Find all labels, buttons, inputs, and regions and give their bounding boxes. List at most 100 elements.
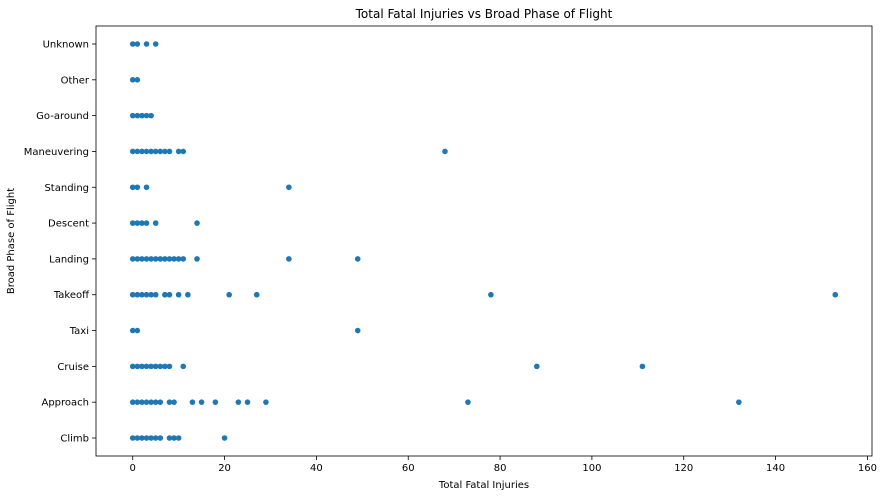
y-tick-label: Maneuvering (24, 147, 89, 158)
data-point (143, 399, 150, 405)
data-point (175, 291, 182, 298)
data-point (152, 435, 159, 441)
data-point (129, 327, 136, 334)
data-point (263, 399, 269, 405)
data-point (129, 435, 136, 441)
data-point (152, 41, 159, 47)
data-point (639, 363, 646, 370)
data-point (180, 148, 187, 155)
data-point (152, 256, 159, 262)
data-point (129, 256, 136, 262)
data-point (134, 184, 141, 191)
data-point (194, 256, 200, 262)
data-point (129, 363, 136, 370)
data-point (134, 435, 141, 441)
chart-title: Total Fatal Injuries vs Broad Phase of F… (355, 7, 613, 21)
y-tick-label: Go-around (36, 111, 89, 122)
data-point (129, 112, 136, 119)
data-point (171, 256, 177, 262)
data-point (166, 291, 173, 298)
data-point (226, 291, 232, 298)
data-point (166, 435, 173, 441)
data-point (194, 220, 200, 226)
data-point (244, 399, 251, 405)
data-point (157, 363, 164, 370)
data-point (139, 256, 145, 262)
data-point (143, 41, 150, 47)
data-point (134, 399, 141, 405)
data-point (157, 148, 164, 155)
data-point (175, 148, 182, 155)
y-tick-label: Descent (48, 219, 89, 230)
data-point (134, 327, 141, 334)
data-point (148, 112, 154, 119)
y-tick-label: Takeoff (53, 290, 90, 301)
data-point (152, 291, 159, 298)
data-point (143, 291, 150, 298)
data-point (157, 435, 164, 441)
data-point (129, 148, 136, 155)
x-tick-label: 60 (402, 463, 415, 474)
data-point (152, 220, 159, 226)
data-point (129, 77, 136, 83)
data-point (180, 256, 187, 262)
data-point (134, 77, 141, 83)
data-point (134, 41, 141, 47)
data-point (162, 256, 168, 262)
data-point (488, 291, 494, 298)
data-point (534, 363, 540, 370)
data-point (175, 256, 182, 262)
data-point (129, 399, 136, 405)
data-point (354, 256, 361, 262)
x-tick-label: 120 (674, 463, 693, 474)
data-point (235, 399, 242, 405)
data-point (143, 112, 150, 119)
data-point (152, 363, 159, 370)
y-tick-label: Climb (60, 434, 89, 445)
data-point (253, 291, 260, 298)
data-point (162, 291, 168, 298)
x-tick-label: 20 (218, 463, 231, 474)
data-point (143, 363, 150, 370)
x-tick-label: 40 (310, 463, 323, 474)
data-point (143, 148, 150, 155)
data-point (157, 399, 164, 405)
data-point (166, 363, 173, 370)
data-point (139, 399, 145, 405)
data-point (139, 148, 145, 155)
data-point (129, 291, 136, 298)
plot-area: 0 20 40 60 80 100 120 140 160 Climb Approach Cruise… (24, 40, 877, 475)
x-tick-label: 0 (130, 463, 136, 474)
data-point (185, 291, 191, 298)
y-tick-label: Standing (44, 183, 89, 194)
data-point (143, 220, 150, 226)
data-point (139, 291, 145, 298)
data-point (134, 220, 141, 226)
y-tick-label: Other (61, 75, 90, 86)
data-point (162, 148, 168, 155)
data-point (148, 291, 154, 298)
data-point (143, 435, 150, 441)
data-point (129, 41, 136, 47)
data-point (175, 435, 182, 441)
data-point (134, 363, 141, 370)
data-point (134, 148, 141, 155)
y-tick-label: Cruise (57, 362, 89, 373)
data-point (166, 256, 173, 262)
data-point (221, 435, 228, 441)
data-point (180, 363, 187, 370)
data-point (832, 291, 839, 298)
data-point (139, 435, 145, 441)
x-tick-label: 100 (582, 463, 601, 474)
data-point (139, 220, 145, 226)
data-point (736, 399, 742, 405)
y-tick-label: Unknown (43, 40, 89, 51)
data-point (148, 399, 154, 405)
x-tick-label: 80 (494, 463, 507, 474)
data-point (134, 112, 141, 119)
data-point (148, 435, 154, 441)
data-point (157, 256, 164, 262)
data-point (166, 399, 173, 405)
